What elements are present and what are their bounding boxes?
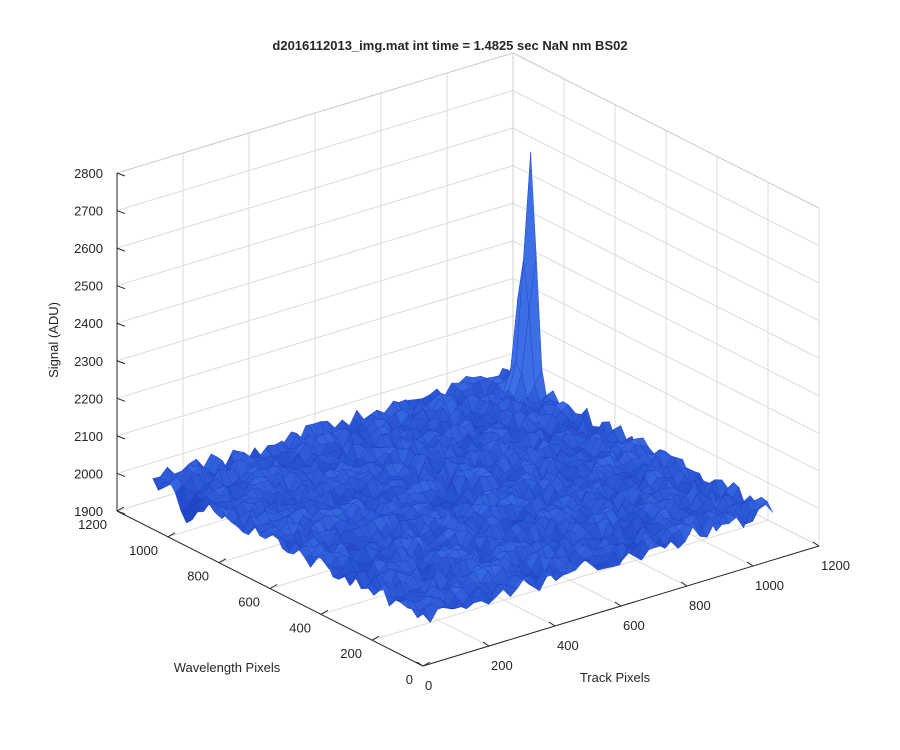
x-tick-label: 800 xyxy=(689,598,711,613)
z-axis-label: Signal (ADU) xyxy=(46,302,61,378)
x-tick-mark xyxy=(614,601,622,607)
x-tick-mark xyxy=(812,541,820,547)
z-tick-label: 2100 xyxy=(74,429,103,444)
tick-labels: 0 200 400 600 800 1000 1200 0 200 400 600 800 1000 12… xyxy=(74,166,850,693)
y-tick-label: 600 xyxy=(238,595,260,610)
grid-line-z-back xyxy=(116,202,514,324)
z-tick-mark xyxy=(116,172,126,177)
surface xyxy=(152,152,773,624)
x-tick-label: 200 xyxy=(491,658,513,673)
y-tick-label: 800 xyxy=(187,569,209,584)
grid-line-z-side xyxy=(512,240,820,397)
box-edge xyxy=(116,52,514,174)
grid-line-z-back xyxy=(116,90,514,212)
z-tick-label: 2800 xyxy=(74,166,103,181)
grid-line-z-side xyxy=(512,315,820,472)
z-tick-label: 2000 xyxy=(74,466,103,481)
grid-line-z-back xyxy=(116,277,514,399)
surface-patch xyxy=(417,608,431,623)
y-tick-label: 200 xyxy=(340,646,362,661)
y-tick-label: 1000 xyxy=(129,543,158,558)
z-tick-label: 2300 xyxy=(74,354,103,369)
y-tick-mark xyxy=(371,635,380,641)
y-tick-label: 400 xyxy=(289,620,311,635)
x-tick-mark xyxy=(746,561,754,567)
z-tick-label: 2600 xyxy=(74,241,103,256)
y-tick-mark xyxy=(269,584,278,589)
z-tick-mark xyxy=(116,285,126,290)
grid-line-z-side xyxy=(512,90,820,247)
x-tick-mark xyxy=(416,661,424,667)
x-tick-label: 1200 xyxy=(821,558,850,573)
y-tick-mark xyxy=(320,609,329,615)
z-tick-mark xyxy=(116,322,126,327)
y-axis-label: Wavelength Pixels xyxy=(174,660,281,675)
z-tick-mark xyxy=(116,472,126,477)
grid-line-z-back xyxy=(116,127,514,249)
x-tick-label: 600 xyxy=(623,618,645,633)
y-tick-mark xyxy=(167,532,176,538)
x-tick-label: 0 xyxy=(425,678,432,693)
x-tick-label: 1000 xyxy=(755,578,784,593)
z-tick-mark xyxy=(116,397,126,402)
grid-line-z-back xyxy=(116,240,514,362)
grid-line-z-back xyxy=(116,352,514,474)
x-tick-label: 400 xyxy=(557,638,579,653)
grid-line-z-side xyxy=(512,352,820,509)
y-tick-label: 0 xyxy=(406,672,413,687)
z-tick-mark xyxy=(116,360,126,365)
y-tick-mark xyxy=(218,558,227,564)
z-tick-label: 2700 xyxy=(74,204,103,219)
z-tick-label: 2400 xyxy=(74,316,103,331)
y-tick-mark xyxy=(116,506,125,512)
box-edge xyxy=(512,52,820,209)
grid-line-z-back xyxy=(116,315,514,437)
axes-lines xyxy=(116,172,820,667)
x-tick-mark xyxy=(680,581,688,587)
grid-line-z-side xyxy=(512,202,820,359)
z-tick-label: 1900 xyxy=(74,504,103,519)
grid-line-z-side xyxy=(512,165,820,322)
chart-title: d2016112013_img.mat int time = 1.4825 se… xyxy=(272,38,627,53)
z-tick-mark xyxy=(116,247,126,252)
y-tick-mark xyxy=(422,661,431,667)
y-tick-label: 1200 xyxy=(78,517,107,532)
x-axis-label: Track Pixels xyxy=(580,670,651,685)
z-tick-mark xyxy=(116,435,126,440)
x-tick-mark xyxy=(482,641,490,647)
grid-line-z-side xyxy=(512,127,820,284)
z-tick-label: 2500 xyxy=(74,279,103,294)
grid-line-y-floor xyxy=(371,519,769,641)
grid-line-z-back xyxy=(116,165,514,287)
z-tick-label: 2200 xyxy=(74,391,103,406)
grid-line-z-side xyxy=(512,277,820,434)
x-tick-mark xyxy=(548,621,556,627)
z-tick-mark xyxy=(116,510,126,515)
z-tick-mark xyxy=(116,210,126,215)
